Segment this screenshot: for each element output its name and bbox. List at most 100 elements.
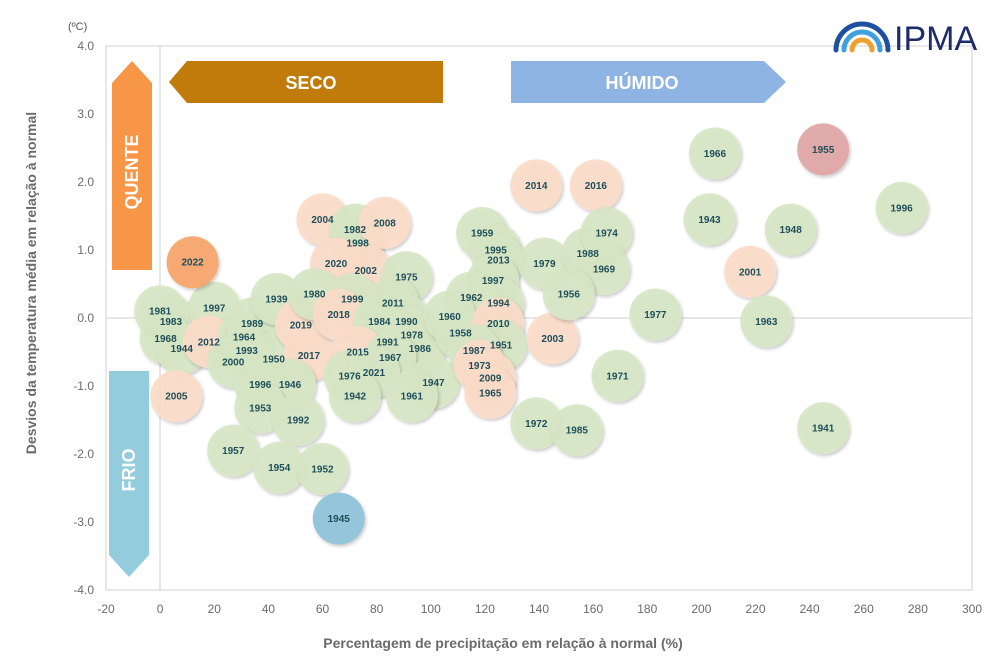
x-tick-label: 100 (421, 602, 441, 616)
x-tick-label: 180 (637, 602, 657, 616)
bubble-label: 2011 (382, 299, 404, 310)
dry-label: SECO (285, 73, 336, 93)
bubble-label: 2001 (739, 267, 762, 278)
bubble-label: 2019 (290, 320, 313, 331)
bubble-label: 1941 (812, 424, 835, 435)
x-tick-label: 220 (745, 602, 765, 616)
bubble-label: 1975 (395, 273, 418, 284)
bubble-label: 2016 (585, 181, 608, 192)
bubble-label: 2008 (374, 218, 397, 229)
x-tick-label: 80 (370, 602, 384, 616)
bubble-label: 2004 (311, 215, 334, 226)
bubble-label: 1992 (287, 416, 310, 427)
x-tick-label: 40 (262, 602, 276, 616)
ipma-logo: IPMA (833, 20, 977, 58)
bubble-2014 (510, 159, 563, 212)
y-tick-label: -2.0 (73, 447, 94, 461)
bubble-label: 1966 (704, 149, 727, 160)
bubble-label: 1985 (566, 426, 589, 437)
bubble-label: 1999 (341, 294, 364, 305)
cold-label: FRIO (119, 449, 139, 492)
bubble-1954 (253, 441, 306, 494)
bubble-1977 (629, 288, 682, 341)
bubble-label: 2005 (165, 392, 188, 403)
bubble-label: 1950 (263, 354, 286, 365)
x-tick-label: 60 (316, 602, 330, 616)
y-tick-labels: 4.0 3.0 2.0 1.0 0.0 -1.0 -2.0 -3.0 -4.0 (73, 39, 94, 597)
bubble-label: 1996 (891, 203, 914, 214)
bubble-label: 1945 (328, 514, 351, 525)
bubble-label: 1964 (233, 333, 256, 344)
x-tick-label: 140 (529, 602, 549, 616)
bubble-2005 (150, 370, 203, 423)
bubble-label: 1974 (596, 229, 619, 240)
bubble-label: 1995 (485, 246, 508, 257)
bubble-label: 1960 (439, 312, 462, 323)
bubble-label: 1956 (558, 290, 581, 301)
bubble-1948 (764, 203, 817, 256)
bubble-label: 2009 (479, 373, 502, 384)
bubble-label: 2020 (325, 259, 348, 270)
bubble-1952 (296, 442, 349, 495)
y-tick-label: -4.0 (73, 583, 94, 597)
bubble-label: 1944 (171, 344, 194, 355)
bubble-label: 2015 (347, 348, 370, 359)
bubble-label: 1984 (368, 317, 391, 328)
bubble-label: 1994 (487, 299, 510, 310)
bubble-label: 1958 (449, 328, 472, 339)
wet-arrow: HÚMIDO (511, 61, 786, 103)
bubble-label: 1946 (279, 380, 302, 391)
bubble-1972 (510, 397, 563, 450)
bubble-label: 1982 (344, 225, 367, 236)
bubble-label: 1979 (533, 259, 556, 270)
bubble-label: 1983 (160, 317, 183, 328)
bubble-label: 2002 (355, 266, 378, 277)
bubble-label: 1990 (395, 317, 418, 328)
bubble-1965 (464, 366, 517, 419)
bubble-1955 (797, 123, 850, 176)
bubble-1963 (740, 295, 793, 348)
bubble-label: 1993 (236, 346, 259, 357)
bubble-label: 1988 (577, 249, 600, 260)
bubble-1942 (328, 370, 381, 423)
bubble-label: 1965 (479, 388, 502, 399)
bubble-label: 2022 (181, 258, 204, 269)
bubble-2003 (526, 312, 579, 365)
bubble-label: 1996 (249, 380, 272, 391)
bubble-label: 1942 (344, 392, 367, 403)
bubble-label: 1997 (203, 303, 226, 314)
y-tick-label: 2.0 (77, 175, 94, 189)
bubble-label: 2021 (363, 368, 386, 379)
bubble-label: 1981 (149, 307, 172, 318)
bubble-label: 1972 (525, 419, 548, 430)
bubble-label: 1977 (644, 310, 667, 321)
bubble-label: 1998 (347, 239, 370, 250)
bubble-2022 (166, 236, 219, 289)
hot-label: QUENTE (122, 134, 142, 209)
x-tick-label: 120 (475, 602, 495, 616)
bubble-label: 2013 (487, 256, 510, 267)
bubble-label: 1991 (376, 337, 399, 348)
bubble-label: 1986 (409, 344, 432, 355)
bubble-label: 1978 (401, 331, 424, 342)
logo-text: IPMA (894, 20, 977, 58)
bubble-label: 1968 (154, 334, 177, 345)
bubble-label: 1971 (606, 371, 629, 382)
bubble-label: 1952 (311, 464, 334, 475)
bubble-label: 1969 (593, 265, 616, 276)
bubble-label: 1959 (471, 229, 494, 240)
bubble-label: 1939 (265, 294, 288, 305)
unit-label: (ºC) (68, 21, 87, 33)
bubble-label: 2014 (525, 181, 548, 192)
bubble-2008 (358, 196, 411, 249)
bubble-label: 1980 (303, 290, 326, 301)
bubble-label: 1962 (460, 293, 483, 304)
bubble-1961 (385, 370, 438, 423)
bubble-1957 (207, 424, 260, 477)
dry-arrow: SECO (169, 61, 443, 103)
x-tick-label: 300 (962, 602, 982, 616)
hot-arrow: QUENTE (112, 61, 152, 270)
bubble-label: 1987 (463, 346, 486, 357)
